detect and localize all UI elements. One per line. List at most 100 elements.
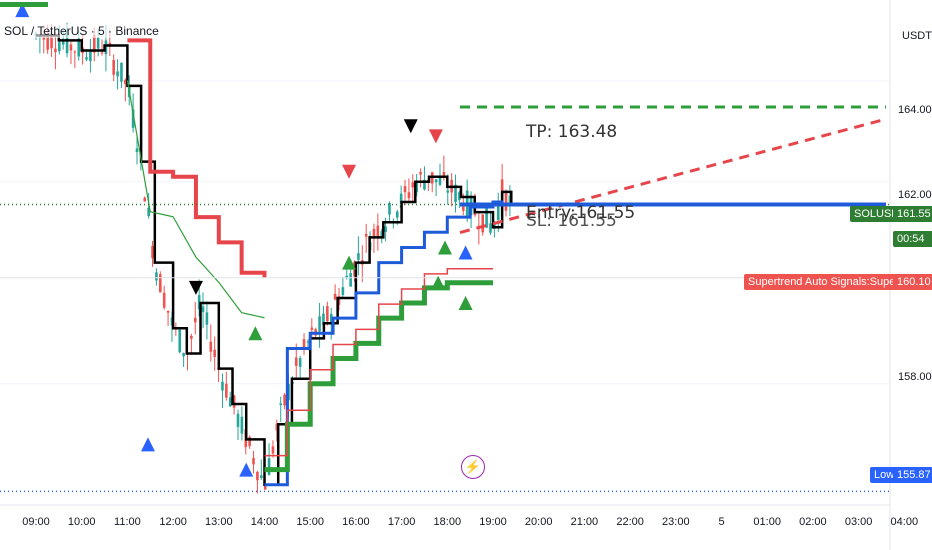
candle-body: [61, 40, 65, 45]
x-tick-label: 5: [718, 516, 725, 528]
x-tick-label: 13:00: [205, 516, 233, 528]
stop-loss-line: [459, 117, 887, 234]
x-tick-label: 09:00: [22, 516, 50, 528]
candle-body: [329, 313, 333, 323]
buy-signal-marker: [438, 240, 453, 255]
candle-body: [108, 42, 112, 45]
candle-body: [225, 383, 228, 398]
x-tick-label: 21:00: [570, 516, 599, 528]
indicator-lines: [0, 34, 890, 493]
candle-body: [508, 195, 512, 203]
candle-body: [481, 214, 485, 233]
candle-body: [364, 233, 368, 237]
candle-body: [419, 172, 422, 175]
candle-body: [493, 222, 496, 229]
candle-body: [395, 211, 399, 218]
candle-body: [454, 184, 457, 203]
candle-body: [58, 42, 61, 52]
candle-body: [283, 394, 286, 406]
candle-body: [221, 381, 224, 391]
candle-body: [345, 275, 349, 278]
candle-body: [438, 177, 442, 185]
x-tick-label: 16:00: [342, 516, 370, 528]
candle-body: [50, 34, 53, 49]
candle-body: [120, 62, 123, 82]
candle-body: [104, 40, 108, 55]
y-tick-162: 162.00: [898, 189, 932, 201]
candle-body: [73, 51, 77, 53]
candle-body: [310, 327, 314, 330]
candle-body: [131, 109, 135, 128]
candle-body: [322, 313, 325, 326]
supertrend-red-line: [127, 38, 267, 278]
candle-body: [275, 423, 279, 431]
y-tick-158: 158.00: [898, 371, 932, 383]
x-tick-label: 10:00: [67, 516, 96, 528]
candle-body: [54, 48, 57, 53]
x-tick-label: 19:00: [479, 516, 507, 528]
supertrend-name-label: Supertrend Auto Signals:Supertrend: [744, 274, 929, 290]
x-tick-label: 17:00: [387, 516, 416, 528]
tp-annotation: TP: 163.48: [526, 122, 618, 142]
candle-body: [116, 71, 119, 77]
candle-body: [489, 223, 492, 233]
x-tick-label: 03:00: [844, 516, 873, 528]
candle-body: [415, 181, 418, 193]
supertrend-green-segment: [0, 2, 48, 7]
candle-body: [271, 446, 275, 454]
candle-body: [252, 457, 255, 465]
candle-body: [193, 317, 197, 323]
candle-body: [85, 57, 88, 60]
signal-markers: [0, 2, 473, 477]
low-value-label: 155.87: [893, 467, 932, 483]
buy-signal-marker: [140, 437, 155, 452]
candle-body: [143, 197, 147, 202]
candle-body: [485, 208, 488, 228]
x-tick-label: 02:00: [799, 516, 827, 528]
candle-body: [232, 395, 236, 408]
lightning-icon[interactable]: ⚡: [461, 455, 485, 479]
candle-body: [124, 79, 127, 84]
candle-body: [504, 191, 508, 211]
candle-body: [341, 287, 345, 295]
candlesticks: [34, 22, 512, 494]
x-tick-label: 14:00: [250, 516, 279, 528]
x-tick-label: 20:00: [524, 516, 553, 528]
candle-body: [380, 231, 384, 238]
buy-signal-marker: [431, 275, 446, 290]
supertrend-green-line: [264, 280, 493, 473]
candle-body: [376, 225, 380, 239]
candle-body: [248, 436, 251, 446]
buy-signal-marker: [458, 245, 473, 260]
candle-body: [69, 44, 73, 51]
candle-body: [100, 52, 104, 54]
candle-body: [256, 471, 259, 481]
candle-body: [357, 253, 360, 260]
chart-title[interactable]: SOL / TetherUS · 5 · Binance: [4, 24, 159, 38]
candle-body: [496, 205, 500, 220]
candle-body: [461, 202, 465, 211]
candle-body: [333, 293, 337, 300]
candle-body: [372, 228, 376, 237]
candle-body: [228, 397, 232, 407]
supertrend-thin-line: [126, 80, 265, 319]
x-tick-label: 23:00: [662, 516, 690, 528]
countdown-label: 00:54: [893, 231, 932, 247]
supertrend-blue-line: [264, 200, 504, 487]
candle-body: [423, 179, 426, 190]
candle-body: [92, 35, 96, 53]
candle-body: [318, 316, 321, 332]
candle-body: [260, 475, 263, 479]
candle-body: [147, 207, 150, 217]
y-tick-164: 164.00: [898, 104, 932, 116]
candle-body: [112, 60, 115, 75]
candle-body: [388, 203, 391, 215]
low-name-label: Low: [870, 467, 899, 483]
candle-body: [96, 37, 100, 49]
x-tick-label: 04:00: [890, 516, 919, 528]
candle-body: [205, 312, 209, 325]
candle-body: [89, 51, 92, 62]
candle-body: [326, 306, 329, 322]
candle-body: [279, 403, 283, 406]
